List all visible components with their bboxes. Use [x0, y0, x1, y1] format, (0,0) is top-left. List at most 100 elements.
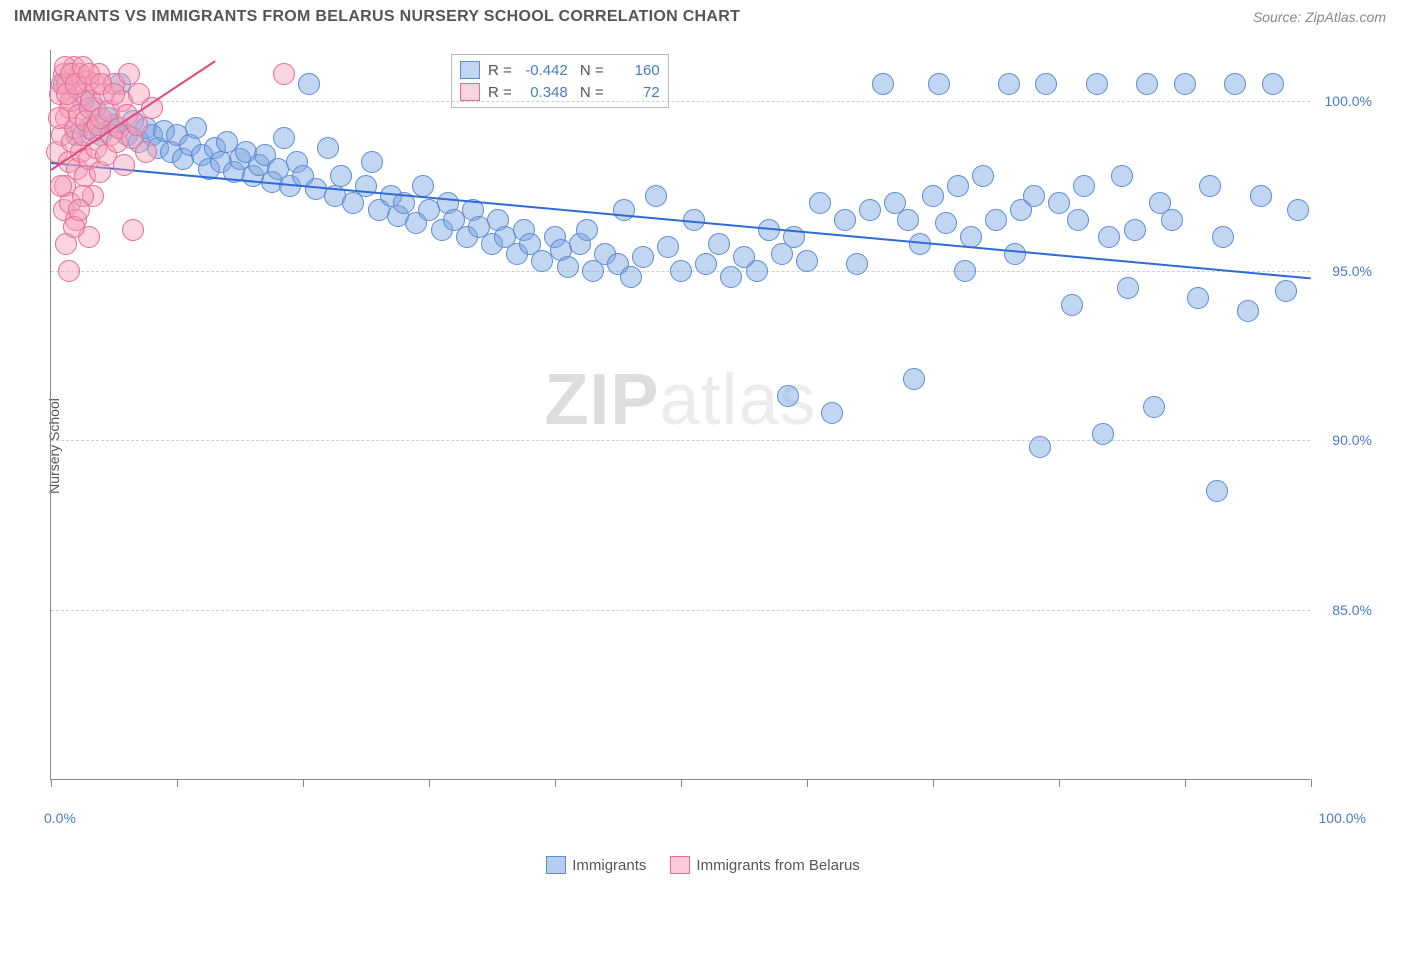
- data-point: [809, 192, 831, 214]
- data-point: [935, 212, 957, 234]
- data-point: [58, 260, 80, 282]
- x-tick: [429, 779, 430, 787]
- data-point: [1067, 209, 1089, 231]
- legend-item-belarus: Immigrants from Belarus: [670, 856, 859, 874]
- data-point: [947, 175, 969, 197]
- data-point: [1035, 73, 1057, 95]
- x-tick: [555, 779, 556, 787]
- data-point: [1004, 243, 1026, 265]
- x-tick: [303, 779, 304, 787]
- grid-line: [51, 610, 1310, 611]
- data-point: [1124, 219, 1146, 241]
- data-point: [1023, 185, 1045, 207]
- data-point: [846, 253, 868, 275]
- data-point: [859, 199, 881, 221]
- data-point: [1237, 300, 1259, 322]
- y-tick-label: 90.0%: [1332, 432, 1372, 448]
- data-point: [48, 107, 70, 129]
- grid-line: [51, 101, 1310, 102]
- watermark-bold: ZIP: [544, 360, 659, 440]
- y-tick-label: 100.0%: [1325, 93, 1372, 109]
- data-point: [1086, 73, 1108, 95]
- data-point: [1029, 436, 1051, 458]
- data-point: [1143, 396, 1165, 418]
- stats-n-label: N =: [576, 84, 604, 101]
- data-point: [361, 151, 383, 173]
- correlation-stats-box: R = -0.442 N = 160 R = 0.348 N = 72: [451, 54, 669, 108]
- data-point: [1061, 294, 1083, 316]
- data-point: [1136, 73, 1158, 95]
- data-point: [1287, 199, 1309, 221]
- data-point: [670, 260, 692, 282]
- data-point: [796, 250, 818, 272]
- data-point: [557, 256, 579, 278]
- stats-row-immigrants: R = -0.442 N = 160: [460, 59, 660, 81]
- data-point: [960, 226, 982, 248]
- data-point: [903, 368, 925, 390]
- x-tick: [177, 779, 178, 787]
- data-point: [412, 175, 434, 197]
- y-tick-label: 95.0%: [1332, 263, 1372, 279]
- data-point: [317, 137, 339, 159]
- data-point: [708, 233, 730, 255]
- stats-n-value-1: 72: [612, 84, 660, 101]
- data-point: [620, 266, 642, 288]
- x-tick: [1059, 779, 1060, 787]
- legend-bottom: Immigrants Immigrants from Belarus: [0, 856, 1406, 874]
- data-point: [954, 260, 976, 282]
- data-point: [821, 402, 843, 424]
- data-point: [50, 175, 72, 197]
- data-point: [1212, 226, 1234, 248]
- data-point: [922, 185, 944, 207]
- x-tick: [933, 779, 934, 787]
- data-point: [695, 253, 717, 275]
- data-point: [657, 236, 679, 258]
- data-point: [1206, 480, 1228, 502]
- data-point: [777, 385, 799, 407]
- swatch-belarus: [460, 83, 480, 101]
- data-point: [998, 73, 1020, 95]
- data-point: [135, 141, 157, 163]
- x-tick: [807, 779, 808, 787]
- legend-swatch-immigrants: [546, 856, 566, 874]
- data-point: [720, 266, 742, 288]
- legend-item-immigrants: Immigrants: [546, 856, 646, 874]
- data-point: [1073, 175, 1095, 197]
- data-point: [1048, 192, 1070, 214]
- data-point: [330, 165, 352, 187]
- data-point: [1098, 226, 1120, 248]
- x-tick-label-max: 100.0%: [1319, 810, 1366, 826]
- data-point: [972, 165, 994, 187]
- data-point: [1187, 287, 1209, 309]
- stats-n-value-0: 160: [612, 62, 660, 79]
- stats-r-label: R =: [488, 84, 512, 101]
- data-point: [1161, 209, 1183, 231]
- data-point: [298, 73, 320, 95]
- data-point: [872, 73, 894, 95]
- data-point: [185, 117, 207, 139]
- x-tick: [1311, 779, 1312, 787]
- data-point: [118, 63, 140, 85]
- watermark: ZIPatlas: [544, 359, 816, 441]
- data-point: [746, 260, 768, 282]
- x-tick: [51, 779, 52, 787]
- data-point: [632, 246, 654, 268]
- legend-swatch-belarus: [670, 856, 690, 874]
- chart-source: Source: ZipAtlas.com: [1253, 9, 1386, 25]
- y-tick-label: 85.0%: [1332, 602, 1372, 618]
- data-point: [103, 83, 125, 105]
- data-point: [1092, 423, 1114, 445]
- stats-n-label: N =: [576, 62, 604, 79]
- stats-r-label: R =: [488, 62, 512, 79]
- data-point: [834, 209, 856, 231]
- stats-r-value-0: -0.442: [520, 62, 568, 79]
- data-point: [122, 219, 144, 241]
- x-tick: [1185, 779, 1186, 787]
- data-point: [897, 209, 919, 231]
- data-point: [645, 185, 667, 207]
- data-point: [1199, 175, 1221, 197]
- data-point: [1111, 165, 1133, 187]
- data-point: [273, 127, 295, 149]
- x-tick-label-min: 0.0%: [44, 810, 76, 970]
- stats-row-belarus: R = 0.348 N = 72: [460, 81, 660, 103]
